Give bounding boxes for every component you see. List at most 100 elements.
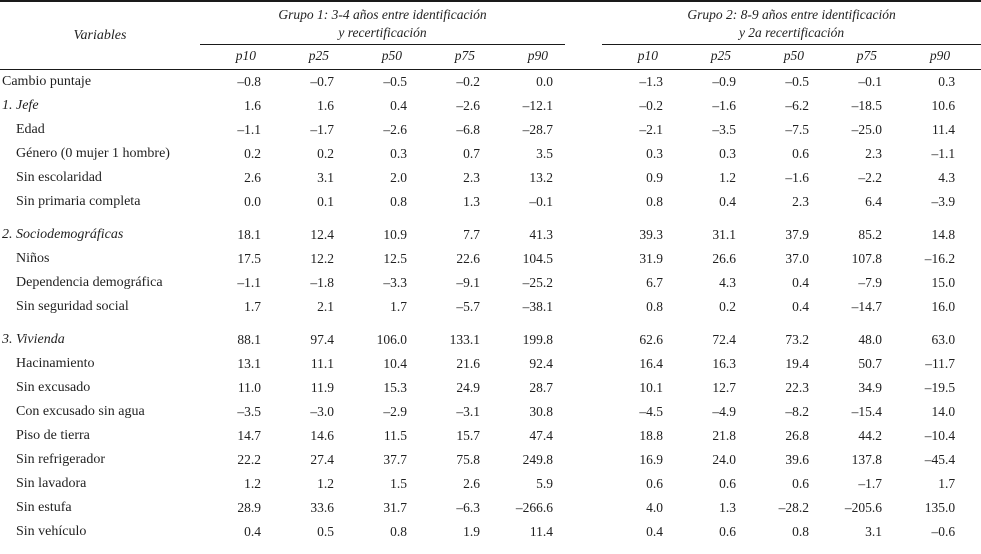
group1-value-cell: –6.8 xyxy=(456,122,480,138)
column-gap xyxy=(565,44,603,71)
variable-label: Género (0 mujer 1 hombre) xyxy=(16,146,170,162)
group1-value-cell: 92.4 xyxy=(529,356,554,372)
group1-p50-header: p50 xyxy=(346,44,419,71)
group2-value-cell: –25.0 xyxy=(851,122,883,138)
group1-value-cell: 0.0 xyxy=(244,194,261,210)
group2-value-cell: 39.3 xyxy=(639,227,664,243)
group1-value-cell: 1.2 xyxy=(244,476,261,492)
table-row: Edad –1.1 –1.7 –2.6 –6.8 –28.7 –2.1 –3.5 –7.5 –25… xyxy=(0,118,981,142)
group2-value-cell: 4.3 xyxy=(938,170,956,186)
group1-value-cell: 0.2 xyxy=(317,146,334,162)
group2-value-cell: 16.4 xyxy=(639,356,664,372)
group2-value-cell: –6.2 xyxy=(785,98,810,114)
column-gap xyxy=(565,271,602,295)
group1-value-cell: –0.7 xyxy=(310,74,334,90)
column-gap xyxy=(565,352,602,376)
group1-value-cell: –3.3 xyxy=(383,275,407,291)
group1-value-cell: 13.2 xyxy=(529,170,554,186)
group1-value-cell: 2.1 xyxy=(317,299,334,315)
table-row: Sin primaria completa 0.0 0.1 0.8 1.3 –0.1 0.8… xyxy=(0,190,981,214)
group2-value-cell: 2.3 xyxy=(865,146,883,162)
table-header: Variables Grupo 1: 3-4 años entre identi… xyxy=(0,1,981,71)
group1-value-cell: 11.5 xyxy=(383,428,407,444)
variable-label: 1. Jefe xyxy=(2,98,39,114)
group2-value-cell: 1.7 xyxy=(938,476,956,492)
group2-value-cell: 72.4 xyxy=(712,332,737,348)
group1-value-cell: –2.9 xyxy=(383,404,407,420)
group2-value-cell: 14.0 xyxy=(931,404,956,420)
group2-value-cell: –4.9 xyxy=(712,404,737,420)
group2-value-cell: 24.0 xyxy=(712,452,737,468)
group1-value-cell: 2.0 xyxy=(390,170,407,186)
group1-value-cell: 22.6 xyxy=(456,251,480,267)
group2-value-cell: 107.8 xyxy=(851,251,883,267)
group1-value-cell: 3.5 xyxy=(536,146,554,162)
group1-value-cell: 30.8 xyxy=(529,404,554,420)
group2-value-cell: 0.3 xyxy=(646,146,664,162)
table-row: Con excusado sin agua –3.5 –3.0 –2.9 –3.1 30.… xyxy=(0,400,981,424)
group2-value-cell: 15.0 xyxy=(931,275,956,291)
group2-value-cell: –11.7 xyxy=(925,356,956,372)
column-gap xyxy=(565,472,602,496)
group2-value-cell: 0.4 xyxy=(719,194,737,210)
variable-label: Sin excusado xyxy=(16,380,91,396)
table-row: 1. Jefe 1.6 1.6 0.4 –2.6 –12.1 –0.2 –1.6 –6.2 –18… xyxy=(0,94,981,118)
group1-value-cell: –9.1 xyxy=(456,275,480,291)
group2-value-cell: 10.6 xyxy=(931,98,956,114)
variable-label: Hacinamiento xyxy=(16,356,95,372)
group2-p50-header: p50 xyxy=(748,44,822,71)
group1-value-cell: 28.9 xyxy=(237,500,261,516)
group2-value-cell: –0.2 xyxy=(639,98,664,114)
group1-value-cell: 0.5 xyxy=(317,524,334,540)
column-gap xyxy=(565,424,602,448)
table-row: 2. Sociodemográficas 18.1 12.4 10.9 7.7 41.3 3… xyxy=(0,223,981,247)
group2-value-cell: 16.9 xyxy=(639,452,664,468)
group1-value-cell: –0.1 xyxy=(529,194,554,210)
variable-label: Con excusado sin agua xyxy=(16,404,145,420)
group1-value-cell: –266.6 xyxy=(515,500,554,516)
column-gap xyxy=(565,223,602,247)
group2-value-cell: –0.5 xyxy=(785,74,810,90)
group2-value-cell: 0.6 xyxy=(646,476,664,492)
group2-value-cell: 0.2 xyxy=(719,299,737,315)
table-row: Sin estufa 28.9 33.6 31.7 –6.3 –266.6 4.0 1.3 –2… xyxy=(0,496,981,520)
table-row: 3. Vivienda 88.1 97.4 106.0 133.1 199.8 62.6 72… xyxy=(0,328,981,352)
group2-value-cell: 37.9 xyxy=(785,227,810,243)
group2-value-cell: 39.6 xyxy=(785,452,810,468)
group2-value-cell: –1.3 xyxy=(639,74,664,90)
group1-value-cell: 249.8 xyxy=(522,452,554,468)
column-gap xyxy=(565,496,602,520)
group2-p90-header: p90 xyxy=(894,44,981,71)
group2-value-cell: –28.2 xyxy=(778,500,810,516)
group2-value-cell: –15.4 xyxy=(851,404,883,420)
group2-value-cell: –0.6 xyxy=(931,524,956,540)
group1-value-cell: 1.5 xyxy=(390,476,407,492)
group1-value-cell: 104.5 xyxy=(522,251,554,267)
group2-value-cell: –0.9 xyxy=(712,74,737,90)
table-row: Sin excusado 11.0 11.9 15.3 24.9 28.7 10.1 12.7… xyxy=(0,376,981,400)
group1-value-cell: –28.7 xyxy=(522,122,554,138)
group1-value-cell: 47.4 xyxy=(529,428,554,444)
group1-value-cell: 28.7 xyxy=(529,380,554,396)
group1-value-cell: 88.1 xyxy=(237,332,261,348)
variables-column-header: Variables xyxy=(0,1,200,71)
column-gap xyxy=(565,166,602,190)
group1-value-cell: 14.7 xyxy=(237,428,261,444)
group2-value-cell: 21.8 xyxy=(712,428,737,444)
group1-title-line1: Grupo 1: 3-4 años entre identificación xyxy=(278,7,487,22)
percentile-header-row: p10 p25 p50 p75 p90 p10 p25 p50 p75 p90 xyxy=(0,44,981,71)
group2-value-cell: 0.6 xyxy=(719,476,737,492)
group2-value-cell: 0.4 xyxy=(646,524,664,540)
group1-value-cell: 17.5 xyxy=(237,251,261,267)
group2-value-cell: 10.1 xyxy=(639,380,664,396)
group1-value-cell: 2.6 xyxy=(244,170,261,186)
group2-value-cell: 0.3 xyxy=(938,74,956,90)
group1-p90-header: p90 xyxy=(492,44,566,71)
group1-value-cell: 1.3 xyxy=(463,194,480,210)
variable-label: 3. Vivienda xyxy=(2,332,65,348)
group2-value-cell: 4.3 xyxy=(719,275,737,291)
group2-value-cell: 26.6 xyxy=(712,251,737,267)
group2-value-cell: –4.5 xyxy=(639,404,664,420)
group2-value-cell: 73.2 xyxy=(785,332,810,348)
group2-value-cell: 62.6 xyxy=(639,332,664,348)
